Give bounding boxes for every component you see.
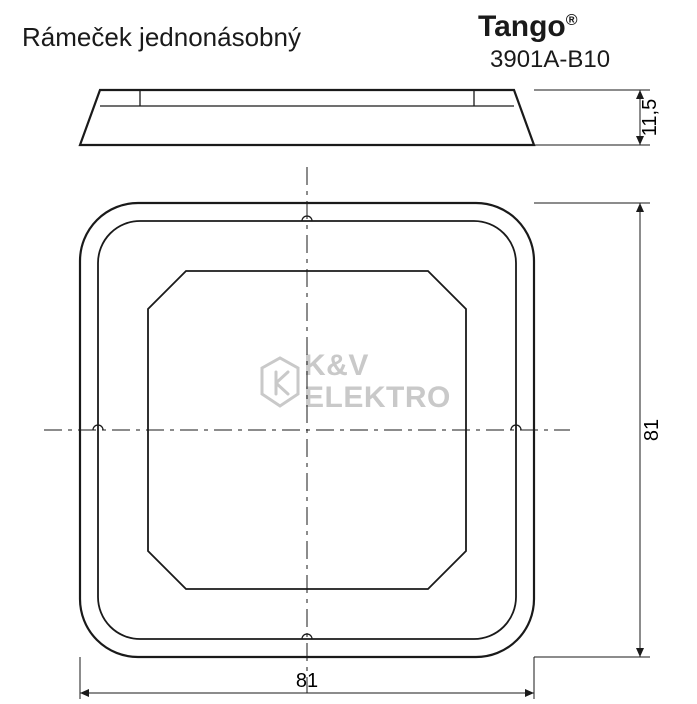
centerlines <box>44 167 570 693</box>
dim-depth: 11,5 <box>639 99 661 136</box>
dimensions: 11,5 81 81 <box>80 90 663 699</box>
side-elevation <box>80 90 534 145</box>
technical-drawing: 11,5 81 81 <box>0 0 697 704</box>
dim-width: 81 <box>296 670 318 692</box>
dim-height: 81 <box>641 419 663 441</box>
